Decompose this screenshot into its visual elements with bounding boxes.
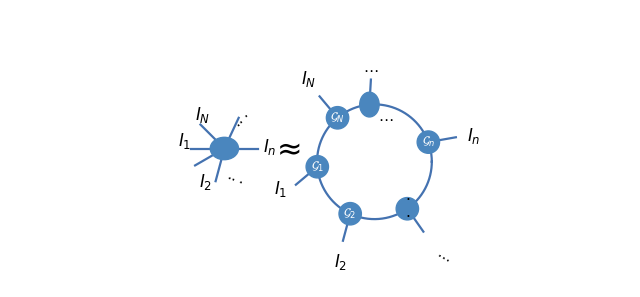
Text: $\cdots$: $\cdots$: [435, 246, 454, 265]
Text: $\mathcal{G}_n$: $\mathcal{G}_n$: [422, 135, 435, 149]
Text: $I_N$: $I_N$: [301, 69, 316, 89]
Text: $\cdot\!\cdot\!\cdot$: $\cdot\!\cdot\!\cdot$: [225, 170, 246, 189]
Text: $\mathcal{G}_1$: $\mathcal{G}_1$: [310, 160, 324, 174]
Text: $\mathcal{G}_2$: $\mathcal{G}_2$: [344, 207, 357, 221]
Circle shape: [306, 156, 328, 178]
Circle shape: [417, 131, 440, 153]
Text: $\cdots$: $\cdots$: [363, 62, 379, 77]
Text: $I_n$: $I_n$: [467, 126, 481, 146]
Text: $I_1$: $I_1$: [275, 179, 287, 199]
Circle shape: [396, 198, 419, 220]
Text: $I_2$: $I_2$: [198, 172, 212, 192]
Text: $I_N$: $I_N$: [195, 105, 210, 125]
Circle shape: [326, 107, 349, 129]
Text: $\mathcal{G}_N$: $\mathcal{G}_N$: [330, 111, 345, 125]
Text: $\cdot\!\cdot\!\cdot$: $\cdot\!\cdot\!\cdot$: [231, 109, 253, 131]
Text: ·
·: · ·: [406, 192, 411, 225]
Circle shape: [339, 203, 362, 225]
Text: $\approx$: $\approx$: [271, 134, 301, 163]
Text: $I_2$: $I_2$: [334, 252, 348, 272]
Text: $I_n$: $I_n$: [263, 137, 276, 157]
Text: $I_1$: $I_1$: [178, 131, 191, 151]
Ellipse shape: [360, 92, 379, 117]
Text: $\cdots$: $\cdots$: [378, 111, 394, 126]
Ellipse shape: [211, 137, 239, 160]
